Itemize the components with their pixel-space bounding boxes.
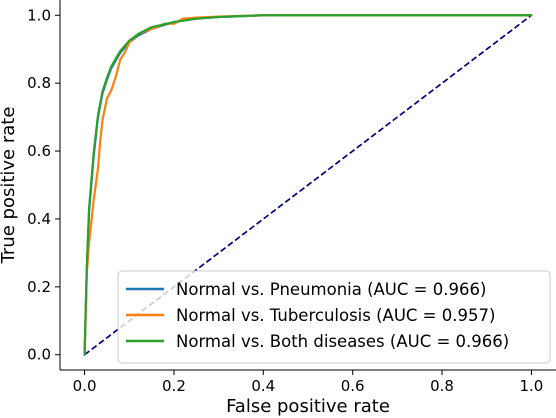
legend-label: Normal vs. Pneumonia (AUC = 0.966) (176, 280, 486, 299)
legend-label: Normal vs. Tuberculosis (AUC = 0.957) (176, 306, 495, 325)
x-tick-label: 0.2 (162, 377, 186, 395)
y-tick-label: 0.4 (27, 210, 51, 228)
ticks-layer: 0.0 0.2 0.4 0.6 0.8 1.0 0.0 0.2 0.4 0.6 0.8 1.0 (27, 6, 543, 395)
y-tick-label: 0.6 (27, 142, 51, 160)
y-tick-label: 0.2 (27, 278, 51, 296)
axes-layer (59, 0, 556, 371)
x-tick-label: 0.6 (341, 377, 365, 395)
legend: Normal vs. Pneumonia (AUC = 0.966) Normal… (117, 270, 551, 364)
x-tick-label: 0.0 (73, 377, 97, 395)
y-tick-label: 1.0 (27, 6, 51, 24)
legend-box (117, 270, 551, 364)
legend-label: Normal vs. Both diseases (AUC = 0.966) (176, 332, 509, 351)
x-axis-label: False positive rate (226, 396, 390, 417)
y-tick-label: 0.8 (27, 74, 51, 92)
roc-curve-series-2 (83, 14, 533, 356)
y-axis-label: True positive rate (0, 107, 19, 265)
x-tick-label: 0.8 (430, 377, 454, 395)
x-tick-label: 0.4 (251, 377, 275, 395)
y-tick-label: 0.0 (27, 346, 51, 364)
roc-curve-series-3 (83, 14, 533, 356)
x-tick-label: 1.0 (519, 377, 543, 395)
